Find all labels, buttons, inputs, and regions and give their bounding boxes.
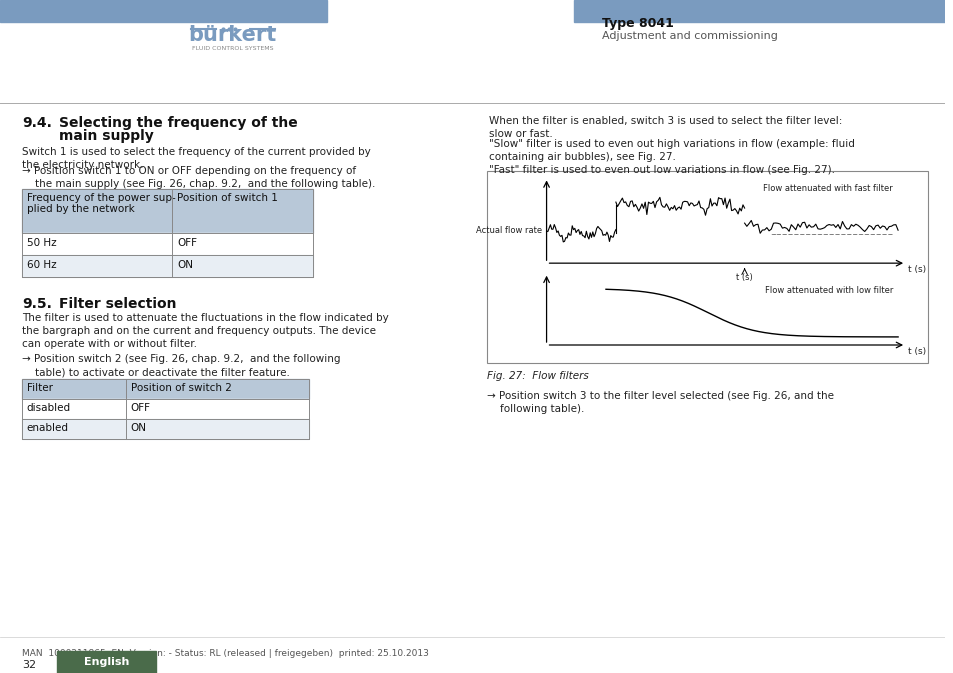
Text: t (s): t (s): [907, 347, 925, 356]
Text: Position of switch 1: Position of switch 1: [177, 193, 278, 203]
Text: → Position switch 3 to the filter level selected (see Fig. 26, and the
    follo: → Position switch 3 to the filter level …: [487, 391, 833, 414]
Bar: [22, 379, 309, 439]
Text: "Fast" filter is used to even out low variations in flow (see Fig. 27).: "Fast" filter is used to even out low va…: [489, 165, 834, 175]
Text: When the filter is enabled, switch 3 is used to select the filter level:
slow or: When the filter is enabled, switch 3 is …: [489, 116, 841, 139]
Text: OFF: OFF: [177, 238, 197, 248]
Text: disabled: disabled: [27, 403, 71, 413]
Bar: [22, 233, 313, 255]
Text: ON: ON: [131, 423, 147, 433]
Text: → Position switch 1 to ON or OFF depending on the frequency of
    the main supp: → Position switch 1 to ON or OFF dependi…: [22, 166, 375, 189]
Text: Type 8041: Type 8041: [601, 17, 673, 30]
Text: OFF: OFF: [131, 403, 151, 413]
Text: The filter is used to attenuate the fluctuations in the flow indicated by
the ba: The filter is used to attenuate the fluc…: [22, 313, 388, 349]
Bar: [0, 0, 327, 22]
Text: Filter: Filter: [27, 383, 52, 393]
Text: 60 Hz: 60 Hz: [27, 260, 56, 270]
Bar: [22, 419, 309, 439]
Text: main supply: main supply: [59, 129, 154, 143]
Text: 50 Hz: 50 Hz: [27, 238, 56, 248]
Bar: [22, 189, 313, 277]
Text: ~~~~~~~~~~~~~~~~~~~~~: ~~~~~~~~~~~~~~~~~~~~~: [769, 232, 892, 238]
Text: English: English: [84, 657, 130, 667]
Bar: [57, 651, 156, 673]
Text: Frequency of the power sup-: Frequency of the power sup-: [27, 193, 175, 203]
Text: t (s): t (s): [736, 273, 752, 282]
Bar: [22, 189, 313, 233]
Bar: [574, 0, 943, 22]
Text: MAN  1000211865  EN  Version: - Status: RL (released | freigegeben)  printed: 25: MAN 1000211865 EN Version: - Status: RL …: [22, 649, 428, 658]
Text: "Slow" filter is used to even out high variations in flow (example: fluid
contai: "Slow" filter is used to even out high v…: [489, 139, 854, 162]
Text: t (s): t (s): [907, 265, 925, 274]
Text: Filter selection: Filter selection: [59, 297, 176, 311]
Text: → Position switch 2 (see Fig. 26, chap. 9.2,  and the following
    table) to ac: → Position switch 2 (see Fig. 26, chap. …: [22, 354, 340, 377]
Text: FLUID CONTROL SYSTEMS: FLUID CONTROL SYSTEMS: [192, 46, 274, 52]
Text: Flow attenuated with low filter: Flow attenuated with low filter: [764, 286, 892, 295]
Text: 9.5.: 9.5.: [22, 297, 51, 311]
Bar: [22, 255, 313, 277]
Text: ON: ON: [177, 260, 193, 270]
Text: Flow attenuated with fast filter: Flow attenuated with fast filter: [762, 184, 892, 193]
Text: Selecting the frequency of the: Selecting the frequency of the: [59, 116, 298, 130]
Bar: [487, 171, 927, 363]
Text: Actual flow rate: Actual flow rate: [476, 226, 542, 236]
Text: plied by the network: plied by the network: [27, 204, 134, 214]
Bar: [22, 379, 309, 399]
Bar: [22, 399, 309, 419]
Text: Fig. 27:  Flow filters: Fig. 27: Flow filters: [487, 371, 588, 381]
Text: 9.4.: 9.4.: [22, 116, 51, 130]
Text: bürkert: bürkert: [189, 25, 276, 45]
Text: 32: 32: [22, 660, 36, 670]
Text: Position of switch 2: Position of switch 2: [131, 383, 232, 393]
Text: Switch 1 is used to select the frequency of the current provided by
the electric: Switch 1 is used to select the frequency…: [22, 147, 370, 170]
Text: Adjustment and commissioning: Adjustment and commissioning: [601, 31, 777, 41]
Text: enabled: enabled: [27, 423, 69, 433]
